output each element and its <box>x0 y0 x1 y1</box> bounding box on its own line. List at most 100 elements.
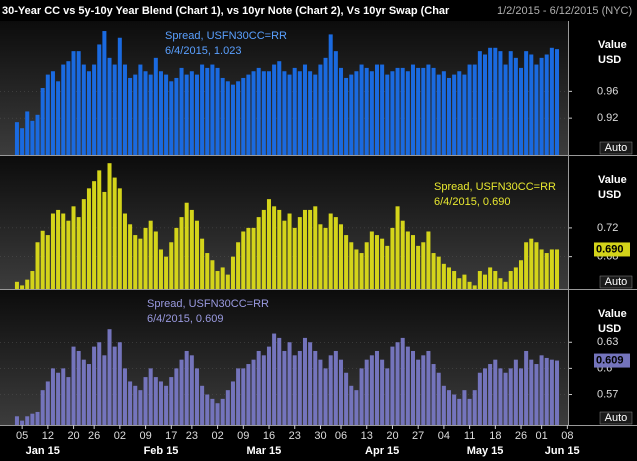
bar <box>86 364 91 425</box>
bar <box>518 260 524 289</box>
bar <box>472 285 477 289</box>
bar <box>122 213 127 289</box>
bar <box>549 359 554 425</box>
bar <box>266 346 271 425</box>
bar <box>344 235 349 289</box>
bar <box>81 64 86 155</box>
x-tick-label: 12 <box>42 430 54 442</box>
month-label: Jan 15 <box>26 445 60 457</box>
bar <box>215 67 220 155</box>
bar <box>421 67 426 155</box>
bar <box>282 350 287 425</box>
bar <box>554 249 560 289</box>
bar <box>241 368 246 425</box>
bar <box>200 385 205 425</box>
bar <box>297 217 302 289</box>
bar <box>184 202 189 289</box>
annotation: 6/4/2015, 1.023 <box>165 45 241 57</box>
bar <box>35 411 40 425</box>
bar <box>503 372 508 425</box>
bar <box>153 231 158 289</box>
bar <box>323 368 328 425</box>
month-label: Jun 15 <box>545 445 580 457</box>
bar <box>71 206 76 289</box>
bar <box>153 57 158 155</box>
bar <box>169 81 174 155</box>
bar <box>338 224 343 289</box>
bar <box>323 57 328 155</box>
bar <box>272 206 277 289</box>
bar <box>354 249 359 289</box>
bar <box>364 67 369 155</box>
bar <box>143 227 148 289</box>
x-tick-label: 27 <box>412 430 424 442</box>
bar <box>318 64 323 155</box>
bar <box>508 368 513 425</box>
bar <box>76 350 81 425</box>
bar <box>246 364 251 425</box>
bar <box>539 249 544 289</box>
bar <box>61 368 66 425</box>
bar <box>117 342 122 425</box>
bar <box>426 231 431 289</box>
auto-button[interactable]: Auto <box>605 142 628 154</box>
auto-button-box[interactable] <box>599 141 633 155</box>
auto-button-box[interactable] <box>599 411 633 425</box>
bar <box>200 64 205 155</box>
bar <box>359 253 364 289</box>
x-tick-label: 20 <box>67 430 79 442</box>
bar <box>477 372 482 425</box>
bar <box>364 242 369 289</box>
auto-button[interactable]: Auto <box>605 276 628 288</box>
bar <box>184 350 189 425</box>
y-axis-label: Value <box>598 39 627 51</box>
bar <box>308 342 313 425</box>
x-tick-label: 23 <box>289 430 301 442</box>
bar <box>410 350 415 425</box>
x-tick-label: 26 <box>88 430 100 442</box>
bar <box>338 67 343 155</box>
bar <box>205 67 210 155</box>
bar <box>457 71 462 155</box>
auto-button[interactable]: Auto <box>605 412 628 424</box>
bar <box>318 224 323 289</box>
bar <box>174 227 179 289</box>
bar <box>333 350 338 425</box>
bar <box>133 74 138 155</box>
bar <box>81 199 86 289</box>
bar <box>354 71 359 155</box>
bar <box>441 71 446 155</box>
bar <box>76 51 81 155</box>
y-tick-label: 0.96 <box>597 85 618 97</box>
bar <box>488 364 493 425</box>
bar <box>549 249 554 289</box>
bar <box>457 398 462 425</box>
bar <box>472 64 477 155</box>
auto-button-box[interactable] <box>599 275 633 289</box>
bar <box>277 337 282 425</box>
bar <box>524 51 529 155</box>
x-tick-label: 01 <box>536 430 548 442</box>
bar <box>251 71 256 155</box>
bar <box>272 64 277 155</box>
bar <box>158 381 163 425</box>
bar <box>122 64 127 155</box>
bar <box>122 368 127 425</box>
bar <box>493 47 498 155</box>
bar <box>482 54 488 155</box>
bar <box>503 64 508 155</box>
bar <box>164 385 169 425</box>
bar <box>374 235 379 289</box>
bar <box>14 122 19 155</box>
annotation: 6/4/2015, 0.609 <box>147 313 223 325</box>
bar <box>549 47 554 155</box>
bar <box>395 67 400 155</box>
bar <box>30 271 35 289</box>
bar <box>148 74 153 155</box>
bar <box>297 350 302 425</box>
bar <box>20 420 25 425</box>
bar <box>374 64 379 155</box>
x-tick-label: 09 <box>139 430 151 442</box>
bar <box>45 74 50 155</box>
bar <box>71 51 76 155</box>
